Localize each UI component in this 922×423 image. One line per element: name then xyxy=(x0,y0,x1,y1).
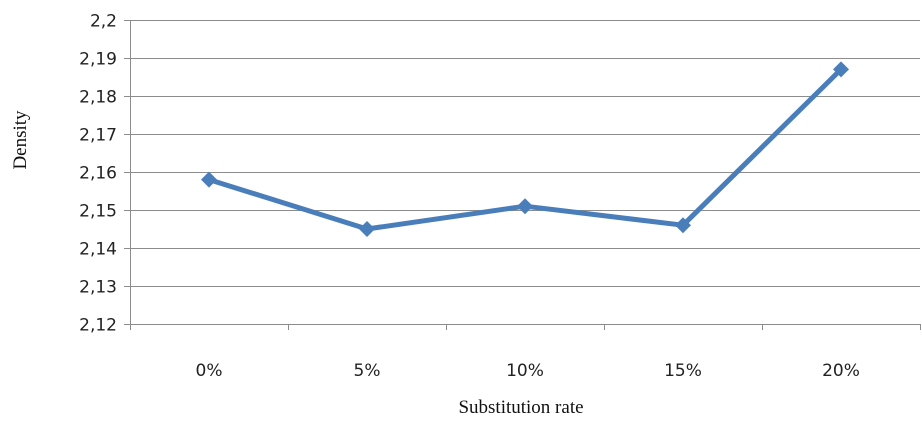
data-point xyxy=(675,217,691,234)
y-tick-label: 2,17 xyxy=(79,126,117,146)
y-tick-label: 2,19 xyxy=(79,50,117,70)
grid-layer xyxy=(130,20,920,287)
x-axis-title: Substitution rate xyxy=(458,397,583,418)
data-point xyxy=(201,171,217,188)
y-tick-label: 2,15 xyxy=(79,202,117,222)
y-tick-labels: 2,12 2,13 2,14 2,15 2,16 2,17 2,18 2,19 2,2 xyxy=(79,12,117,336)
axis-layer xyxy=(124,20,921,330)
y-tick-label: 2,16 xyxy=(79,164,117,184)
x-tick-label: 20% xyxy=(822,361,860,381)
x-tick-label: 10% xyxy=(506,361,544,381)
y-tick-label: 2,13 xyxy=(79,278,117,298)
y-tick-label: 2,12 xyxy=(79,316,117,336)
y-tick-label: 2,14 xyxy=(79,240,117,260)
data-point xyxy=(517,198,533,215)
x-tick-label: 15% xyxy=(664,361,702,381)
x-tick-label: 0% xyxy=(196,361,223,381)
series-layer xyxy=(201,61,849,237)
data-point xyxy=(833,61,849,78)
x-tick-label: 5% xyxy=(354,361,381,381)
y-tick-label: 2,2 xyxy=(90,12,117,32)
data-point xyxy=(359,221,375,237)
y-tick-label: 2,18 xyxy=(79,88,117,108)
x-tick-labels: 0% 5% 10% 15% 20% xyxy=(196,361,860,381)
y-axis-title: Density xyxy=(10,110,31,170)
